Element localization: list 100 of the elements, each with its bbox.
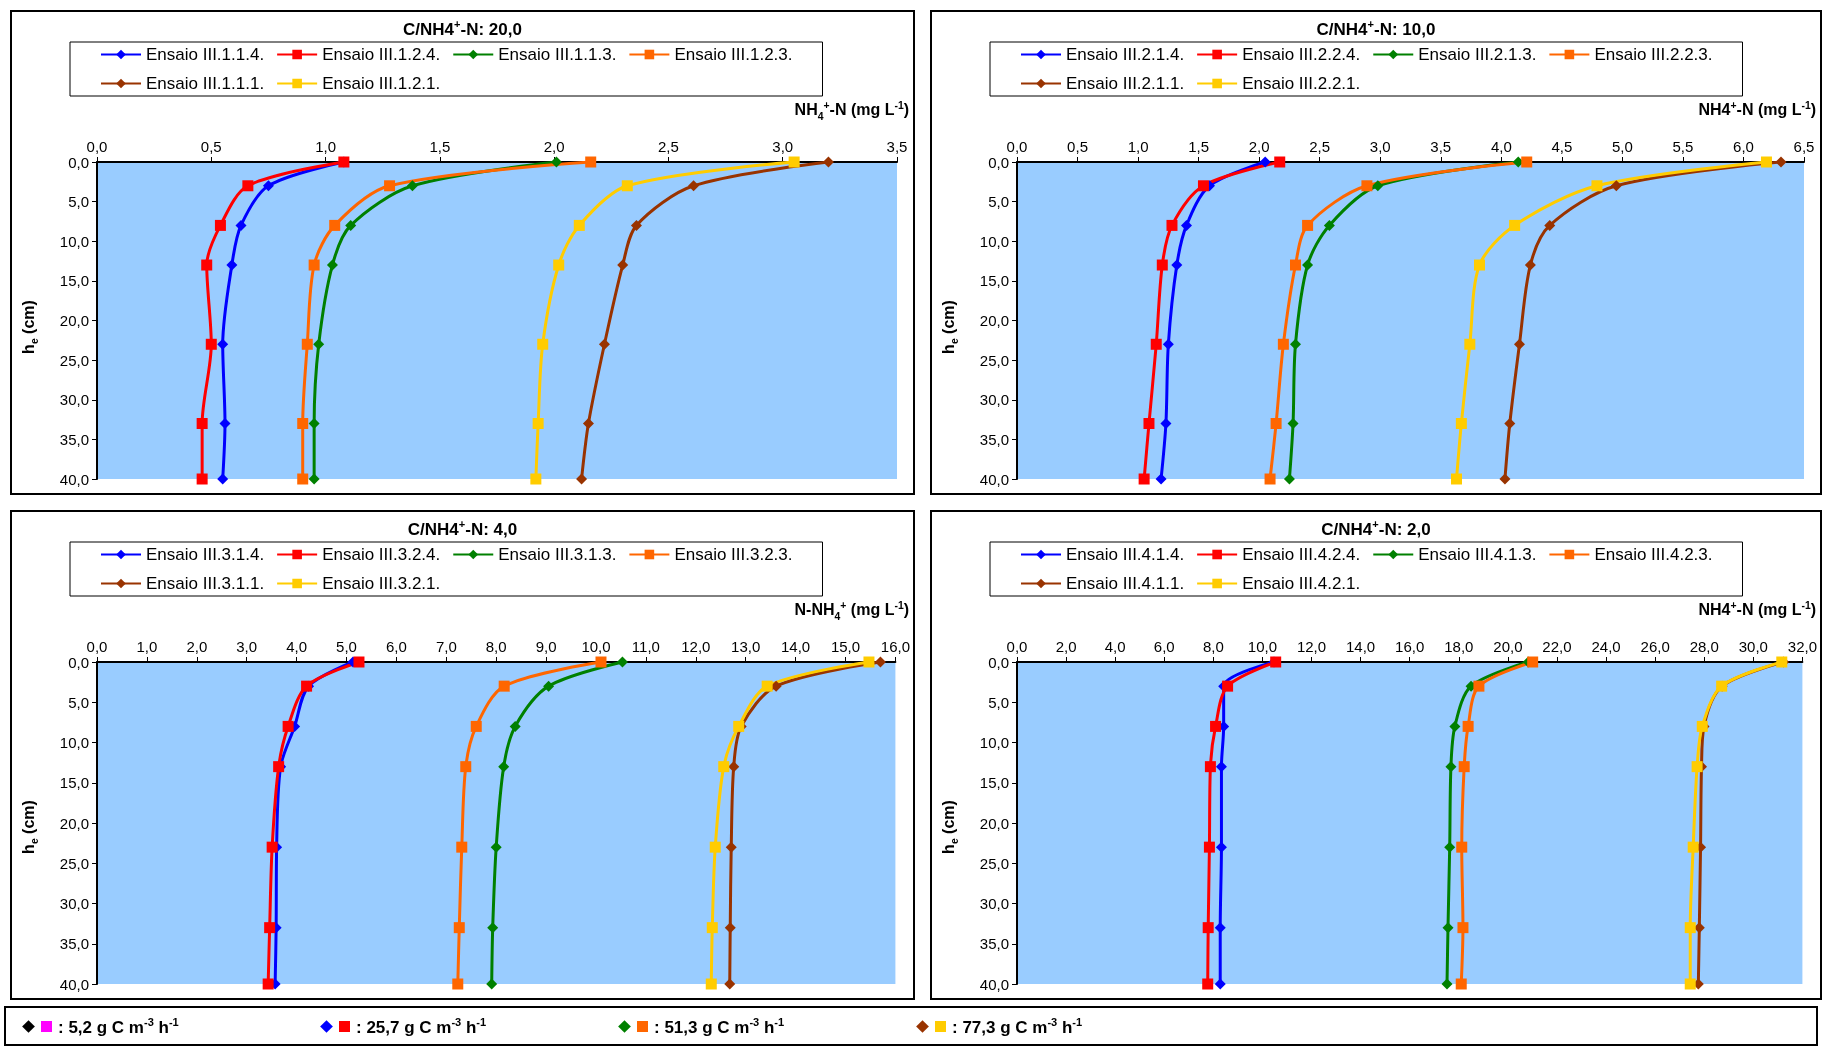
point xyxy=(282,720,294,732)
point xyxy=(1203,841,1215,853)
y-tick-label: 25,0 xyxy=(979,351,1009,369)
point xyxy=(1222,680,1234,692)
x-tick-label: 5,5 xyxy=(1672,138,1694,155)
point xyxy=(297,418,309,430)
point xyxy=(235,219,247,231)
point xyxy=(201,259,213,271)
x-tick-label: 13,0 xyxy=(731,638,761,655)
x-tick-label: 15,0 xyxy=(830,638,861,655)
y-tick-label: 0,0 xyxy=(988,653,1009,671)
x-tick-label: 14,0 xyxy=(1346,638,1376,655)
legend-label: Ensaio III.1.2.4. xyxy=(322,45,441,64)
x-tick-label: 30,0 xyxy=(1738,638,1768,655)
y-tick-label: 15,0 xyxy=(979,774,1009,792)
point xyxy=(1150,338,1162,350)
x-tick-label: 2,5 xyxy=(1309,138,1331,155)
point xyxy=(486,978,498,990)
point xyxy=(1775,156,1787,168)
x-tick-label: 28,0 xyxy=(1689,638,1719,655)
legend-label: Ensaio III.2.2.1. xyxy=(1242,74,1361,93)
point xyxy=(718,761,730,773)
point xyxy=(1264,473,1276,485)
point xyxy=(1156,259,1168,271)
x-tick-label: 0,0 xyxy=(86,638,108,655)
point xyxy=(874,656,886,668)
point xyxy=(1289,259,1301,271)
point xyxy=(1449,720,1461,732)
x-tick-label: 2,5 xyxy=(658,138,679,155)
point xyxy=(1162,338,1174,350)
point xyxy=(1138,473,1150,485)
point xyxy=(1591,180,1603,192)
legend-label: Ensaio III.3.1.1. xyxy=(146,574,265,593)
point xyxy=(214,219,226,231)
legend-label: Ensaio III.1.1.1. xyxy=(146,74,265,93)
point xyxy=(1513,338,1525,350)
point xyxy=(728,761,740,773)
chart-title: C/NH4$^{+}$-N: 10,0 xyxy=(1315,18,1437,40)
point xyxy=(1691,761,1703,773)
point xyxy=(1458,761,1470,773)
y-tick-label: 15,0 xyxy=(979,272,1009,290)
y-tick-label: 15,0 xyxy=(59,272,89,290)
text: : 25,7 g C m$^{-3}$ h$^{-1}$ xyxy=(356,1016,487,1038)
point xyxy=(543,680,555,692)
point xyxy=(1270,418,1282,430)
point xyxy=(1473,680,1485,692)
point xyxy=(1171,259,1183,271)
x-tick-label: 4,0 xyxy=(1490,138,1512,155)
point xyxy=(621,180,633,192)
y-tick-label: 35,0 xyxy=(979,935,1009,953)
x-tick-label: 11,0 xyxy=(631,638,660,655)
legend-label: Ensaio III.4.2.3. xyxy=(1594,545,1713,564)
x-tick-label: 2,0 xyxy=(1248,138,1270,155)
x-axis-title: N-NH$_{4}$$^{+}$ (mg L$^{-1}$) xyxy=(794,600,909,622)
x-tick-label: 32,0 xyxy=(1787,638,1817,655)
point xyxy=(582,418,594,430)
y-tick-label: 25,0 xyxy=(59,351,89,369)
y-tick-label: 40,0 xyxy=(59,470,89,488)
point xyxy=(301,338,313,350)
point xyxy=(1524,259,1536,271)
x-tick-label: 0,0 xyxy=(1006,638,1028,655)
point xyxy=(863,656,875,668)
point xyxy=(470,720,482,732)
point xyxy=(1610,180,1622,192)
legend-label: Ensaio III.3.2.3. xyxy=(674,545,793,564)
point xyxy=(1544,219,1556,231)
x-tick-label: 0,0 xyxy=(1006,138,1028,155)
y-tick-label: 10,0 xyxy=(59,734,89,751)
point xyxy=(242,180,254,192)
point xyxy=(313,338,325,350)
point xyxy=(725,841,737,853)
text: : 5,2 g C m$^{-3}$ h$^{-1}$ xyxy=(58,1016,179,1038)
legend-label: Ensaio III.2.2.4. xyxy=(1242,45,1361,64)
point xyxy=(1155,473,1167,485)
y-tick-label: 10,0 xyxy=(979,232,1009,250)
point xyxy=(1197,180,1209,192)
x-tick-label: 4,0 xyxy=(286,638,308,655)
text: : 51,3 g C m$^{-3}$ h$^{-1}$ xyxy=(654,1016,785,1038)
legend-label: Ensaio III.4.2.4. xyxy=(1242,545,1361,564)
point xyxy=(530,473,542,485)
point xyxy=(456,841,468,853)
x-tick-label: 6,0 xyxy=(1153,638,1175,655)
point xyxy=(616,656,628,668)
y-tick-label: 30,0 xyxy=(979,895,1009,912)
point xyxy=(1214,978,1226,990)
point xyxy=(822,156,834,168)
point xyxy=(1202,978,1214,990)
x-tick-label: 3,5 xyxy=(1430,138,1452,155)
x-tick-label: 5,0 xyxy=(1611,138,1633,155)
y-tick-label: 25,0 xyxy=(59,854,89,872)
point xyxy=(1457,922,1469,934)
point xyxy=(1302,219,1314,231)
point xyxy=(1521,156,1533,168)
y-tick-label: 0,0 xyxy=(68,153,89,171)
point xyxy=(453,922,465,934)
y-tick-label: 40,0 xyxy=(979,470,1009,488)
y-tick-label: 5,0 xyxy=(988,193,1009,211)
point xyxy=(761,680,773,692)
y-tick-label: 10,0 xyxy=(979,734,1009,751)
y-tick-label: 15,0 xyxy=(59,774,89,792)
